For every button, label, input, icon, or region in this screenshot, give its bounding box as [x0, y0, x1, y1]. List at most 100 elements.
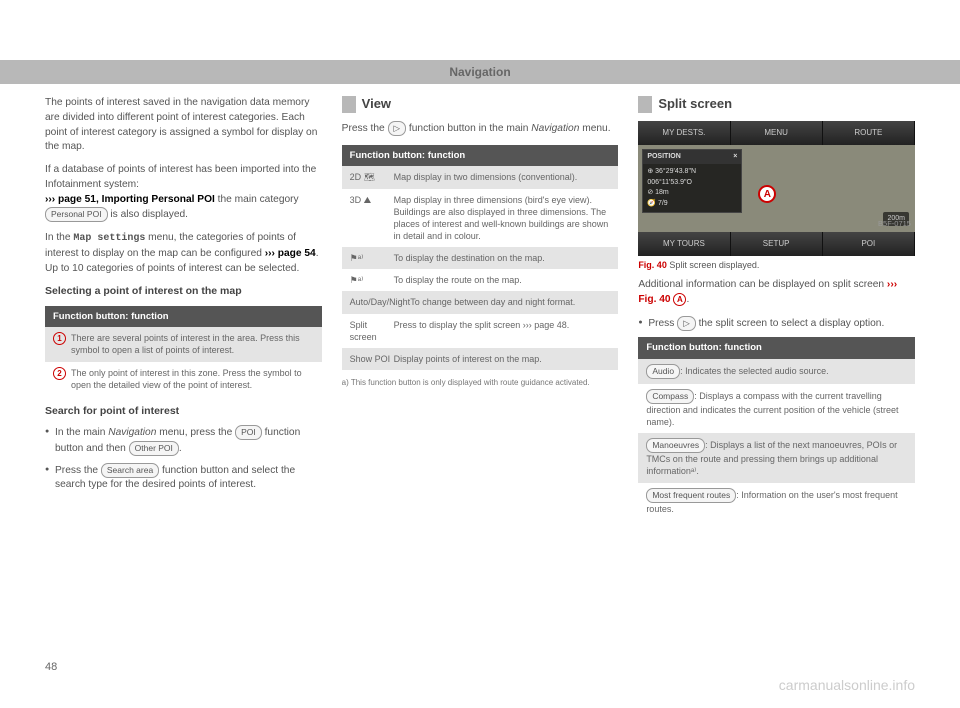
table-cell: : Indicates the selected audio source.	[680, 366, 829, 376]
figure-40: MY DESTS. MENU ROUTE POSITION × ⊕ 36°29'…	[638, 121, 915, 272]
table-row: ⚑ᵃ⁾To display the route on the map.	[342, 269, 619, 291]
table-row: Most frequent routes: Information on the…	[638, 483, 915, 520]
text: In the	[45, 232, 73, 243]
figure-caption-text: Split screen displayed.	[667, 260, 760, 270]
table-row: 3D ⛰Map display in three dimensions (bir…	[342, 189, 619, 248]
marker-a-ref-icon: A	[673, 293, 686, 306]
screenshot-map-area: POSITION × ⊕ 36°29'43.8"N 006°11'53.9"O …	[638, 145, 915, 232]
text: function button in the main	[406, 123, 531, 134]
table-cell: To display the route on the map.	[394, 274, 611, 286]
text: is also displayed.	[110, 209, 188, 220]
table-cell: Display points of interest on the map.	[394, 353, 611, 365]
table-row: Manoeuvres: Displays a list of the next …	[638, 433, 915, 482]
play-icon: ▷	[677, 316, 696, 331]
ui-button-label: Compass	[646, 389, 694, 404]
play-icon: ▷	[388, 121, 407, 136]
marker-2-icon: 2	[53, 367, 66, 380]
panel-line: 🧭 7/9	[647, 199, 737, 210]
tab-setup: SETUP	[731, 232, 823, 256]
screenshot-bottom-tabs: MY TOURS SETUP POI	[638, 232, 915, 256]
text: Navigation	[531, 123, 579, 134]
tab-route: ROUTE	[823, 121, 915, 145]
paragraph: In the Map settings menu, the categories…	[45, 231, 322, 276]
table-cell: The only point of interest in this zone.…	[71, 367, 314, 391]
table-cell: Press to display the split screen ››› pa…	[394, 319, 611, 343]
table-row: 2D 🗺Map display in two dimensions (conve…	[342, 166, 619, 188]
table-header: Function button: function	[342, 145, 619, 167]
panel-line: ⊕ 36°29'43.8"N	[647, 167, 737, 178]
section-split-screen: Split screen	[638, 96, 915, 113]
figure-ref: B5F-0715	[878, 219, 911, 230]
ui-button-label: Manoeuvres	[646, 438, 705, 453]
ui-button-label: Search area	[101, 463, 159, 478]
table-row: 2 The only point of interest in this zon…	[45, 362, 322, 396]
table-row: Audio: Indicates the selected audio sour…	[638, 359, 915, 384]
footnote: a) This function button is only displaye…	[342, 378, 619, 388]
screenshot-split-screen: MY DESTS. MENU ROUTE POSITION × ⊕ 36°29'…	[638, 121, 915, 256]
close-icon: ×	[733, 152, 737, 163]
bullet-item: Press ▷ the split screen to select a dis…	[638, 316, 915, 332]
paragraph: Additional information can be displayed …	[638, 278, 915, 308]
subheading-selecting-poi: Selecting a point of interest on the map	[45, 284, 322, 299]
table-row: Split screenPress to display the split s…	[342, 314, 619, 348]
ui-button-label: Audio	[646, 364, 680, 379]
table-cell: To change between day and night format.	[410, 296, 610, 308]
table-cell: ⚑ᵃ⁾	[350, 252, 394, 264]
table-cell: Map display in two dimensions (conventio…	[394, 171, 611, 183]
tab-menu: MENU	[731, 121, 823, 145]
table-cell: To display the destination on the map.	[394, 252, 611, 264]
table-header: Function button: function	[638, 337, 915, 359]
table-cell: 3D ⛰	[350, 194, 394, 243]
text: Navigation	[108, 427, 156, 438]
table-row: ⚑ᵃ⁾To display the destination on the map…	[342, 247, 619, 269]
table-header: Function button: function	[45, 306, 322, 328]
table-cell: Auto/Day/Night	[350, 296, 411, 308]
text: Press	[648, 318, 677, 329]
tab-my-tours: MY TOURS	[638, 232, 730, 256]
function-table-view: Function button: function 2D 🗺Map displa…	[342, 145, 619, 370]
page-number: 48	[45, 661, 57, 673]
bullet-item: Press the Search area function button an…	[45, 463, 322, 494]
subheading-search-poi: Search for point of interest	[45, 404, 322, 419]
menu-name: Map settings	[73, 233, 145, 244]
table-cell: Map display in three dimensions (bird's …	[394, 194, 611, 243]
panel-line: ⊘ 18m	[647, 188, 737, 199]
text: the main category	[218, 194, 299, 205]
tab-my-dests: MY DESTS.	[638, 121, 730, 145]
table-cell: 2D 🗺	[350, 171, 394, 183]
marker-1-icon: 1	[53, 332, 66, 345]
page-header: Navigation	[0, 60, 960, 84]
paragraph: If a database of points of interest has …	[45, 163, 322, 223]
panel-title: POSITION	[647, 152, 680, 163]
watermark: carmanualsonline.info	[779, 677, 915, 693]
ui-button-label: POI	[235, 425, 262, 440]
table-row: Show POIDisplay points of interest on th…	[342, 348, 619, 370]
table-row: 1 There are several points of interest i…	[45, 327, 322, 361]
ui-button-label: Most frequent routes	[646, 488, 736, 503]
crossref: ››› page 54	[265, 248, 316, 259]
panel-line: 006°11'53.9"O	[647, 178, 737, 189]
table-row: Auto/Day/NightTo change between day and …	[342, 291, 619, 313]
tab-poi: POI	[823, 232, 915, 256]
paragraph: The points of interest saved in the navi…	[45, 96, 322, 155]
text: Press the	[55, 465, 101, 476]
text: Additional information can be displayed …	[638, 279, 887, 290]
position-panel: POSITION × ⊕ 36°29'43.8"N 006°11'53.9"O …	[642, 149, 742, 214]
table-row: Compass: Displays a compass with the cur…	[638, 384, 915, 433]
bullet-item: In the main Navigation menu, press the P…	[45, 425, 322, 457]
crossref: ››› page 51, Importing Personal POI	[45, 194, 215, 205]
table-cell: ⚑ᵃ⁾	[350, 274, 394, 286]
ui-button-label: Personal POI	[45, 207, 108, 222]
table-cell: Show POI	[350, 353, 394, 365]
page-content: The points of interest saved in the navi…	[45, 96, 915, 648]
text: the split screen to select a display opt…	[696, 318, 885, 329]
ui-button-label: Other POI	[129, 441, 179, 456]
table-cell: There are several points of interest in …	[71, 332, 314, 356]
screenshot-top-tabs: MY DESTS. MENU ROUTE	[638, 121, 915, 145]
figure-caption: Fig. 40 Split screen displayed.	[638, 259, 915, 272]
paragraph: Press the ▷ function button in the main …	[342, 121, 619, 137]
text: menu.	[579, 123, 610, 134]
function-table-split: Function button: function Audio: Indicat…	[638, 337, 915, 519]
figure-number: Fig. 40	[638, 260, 667, 270]
table-cell: Split screen	[350, 319, 394, 343]
